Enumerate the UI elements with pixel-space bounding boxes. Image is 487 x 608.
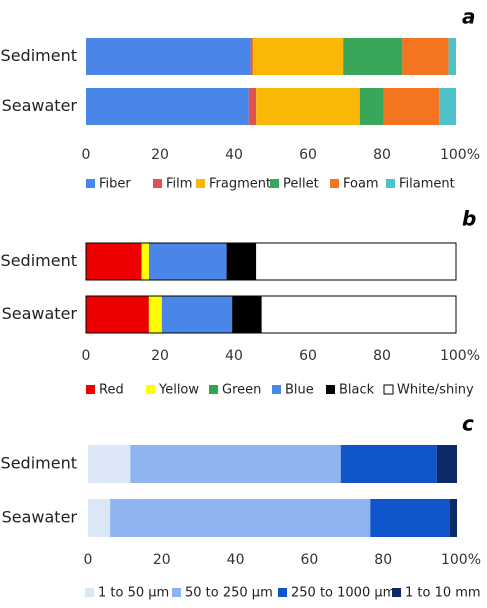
legend-swatch-fiber [86, 179, 95, 188]
x-tick-label: 60 [299, 348, 317, 364]
x-tick-label: 20 [151, 147, 169, 163]
bar-seawater-filament [439, 88, 456, 125]
bar-seawater-fragment [256, 88, 360, 125]
legend-label-50-to-250-um: 50 to 250 µm [185, 586, 273, 601]
legend-label-blue: Blue [285, 383, 314, 398]
bar-outline-seawater [85, 295, 457, 334]
legend-swatch-foam [330, 179, 339, 188]
bar-sediment-pellet [343, 38, 403, 75]
x-tick-label: 0 [84, 552, 93, 568]
bar-sediment-black [226, 243, 257, 280]
panel-label: c [462, 412, 474, 436]
bar-seawater-250-to-1000-um [370, 499, 450, 537]
legend-swatch-black [326, 385, 335, 394]
bar-sediment-50-to-250-um [130, 445, 341, 483]
bar-seawater-red [86, 296, 149, 333]
category-label-sediment: Sediment [1, 46, 77, 65]
legend-swatch-white-shiny [383, 384, 394, 395]
bar-sediment-fragment [252, 38, 344, 75]
legend-label-white-shiny: White/shiny [397, 383, 474, 398]
bar-sediment-red [86, 243, 142, 280]
legend-label-yellow: Yellow [158, 383, 199, 398]
legend-label-250-to-1000-um: 250 to 1000 µm [291, 586, 395, 601]
x-tick-label: 0 [82, 348, 91, 364]
bar-sediment-white-shiny [256, 243, 456, 280]
legend-swatch-1-to-10-mm [392, 588, 401, 597]
bar-outline-sediment [85, 242, 457, 281]
bar-sediment-1-to-50-um [88, 445, 131, 483]
legend-swatch-1-to-50-um [85, 588, 94, 597]
x-tick-label: 60 [299, 147, 317, 163]
x-tick-label: 40 [225, 348, 243, 364]
legend-label-pellet: Pellet [283, 177, 319, 192]
bar-sediment-fiber [86, 38, 251, 75]
panel-label: a [462, 5, 476, 29]
x-tick-label: 20 [151, 348, 169, 364]
bar-seawater-foam [383, 88, 440, 125]
legend-label-1-to-10-mm: 1 to 10 mm [405, 586, 481, 601]
bar-seawater-fiber [86, 88, 249, 125]
legend-label-fiber: Fiber [99, 177, 131, 192]
bar-sediment-film [250, 38, 253, 75]
legend-swatch-filament [386, 179, 395, 188]
bar-sediment-filament [448, 38, 456, 75]
x-tick-label: 0 [82, 147, 91, 163]
legend-swatch-film [153, 179, 162, 188]
legend-label-1-to-50-um: 1 to 50 µm [98, 586, 169, 601]
bar-sediment-250-to-1000-um [340, 445, 437, 483]
panel-b: b Sediment Seawater 0 20 40 60 80 100% Red Yellow G… [1, 207, 480, 398]
bar-seawater-50-to-250-um [110, 499, 371, 537]
x-tick-label: 20 [153, 552, 171, 568]
bar-seawater-1-to-10-mm [449, 499, 457, 537]
category-label-seawater: Seawater [2, 508, 78, 527]
legend-label-black: Black [339, 383, 375, 398]
x-tick-label: 100% [441, 552, 481, 568]
bar-seawater-blue [161, 296, 233, 333]
category-label-sediment: Sediment [1, 454, 77, 473]
x-tick-label: 40 [225, 147, 243, 163]
legend-swatch-pellet [270, 179, 279, 188]
panel-c: c Sediment Seawater 0 20 40 60 80 100% 1 to 50 µm… [1, 412, 481, 601]
bar-seawater-pellet [359, 88, 384, 125]
x-tick-label: 100% [440, 147, 480, 163]
x-tick-label: 100% [440, 348, 480, 364]
bar-sediment-1-to-10-mm [436, 445, 457, 483]
legend-swatch-green [209, 385, 218, 394]
category-label-seawater: Seawater [2, 96, 78, 115]
bar-seawater-white-shiny [261, 296, 456, 333]
x-tick-label: 60 [300, 552, 318, 568]
legend-swatch-red [86, 385, 95, 394]
legend-label-red: Red [99, 383, 124, 398]
legend-label-foam: Foam [343, 177, 379, 192]
category-label-sediment: Sediment [1, 251, 77, 270]
bar-seawater-yellow [148, 296, 162, 333]
legend-swatch-yellow [146, 385, 155, 394]
category-label-seawater: Seawater [2, 304, 78, 323]
legend-swatch-50-to-250-um [172, 588, 181, 597]
legend-label-film: Film [166, 177, 192, 192]
x-tick-label: 40 [227, 552, 245, 568]
panel-a: a Sediment Seawater 0 20 40 60 80 100% Fiber Film F… [1, 5, 480, 192]
panel-label: b [462, 207, 476, 231]
bar-seawater-black [232, 296, 262, 333]
legend-label-green: Green [222, 383, 261, 398]
legend-label-filament: Filament [399, 177, 455, 192]
legend-label-fragment: Fragment [209, 177, 271, 192]
legend-swatch-250-to-1000-um [278, 588, 287, 597]
bar-sediment-yellow [141, 243, 149, 280]
legend-swatch-fragment [196, 179, 205, 188]
legend-swatch-blue [272, 385, 281, 394]
x-tick-label: 80 [373, 147, 391, 163]
bar-seawater-1-to-50-um [88, 499, 111, 537]
bar-sediment-foam [402, 38, 449, 75]
bar-sediment-blue [148, 243, 227, 280]
x-tick-label: 80 [374, 552, 392, 568]
x-tick-label: 80 [373, 348, 391, 364]
bar-seawater-film [248, 88, 257, 125]
